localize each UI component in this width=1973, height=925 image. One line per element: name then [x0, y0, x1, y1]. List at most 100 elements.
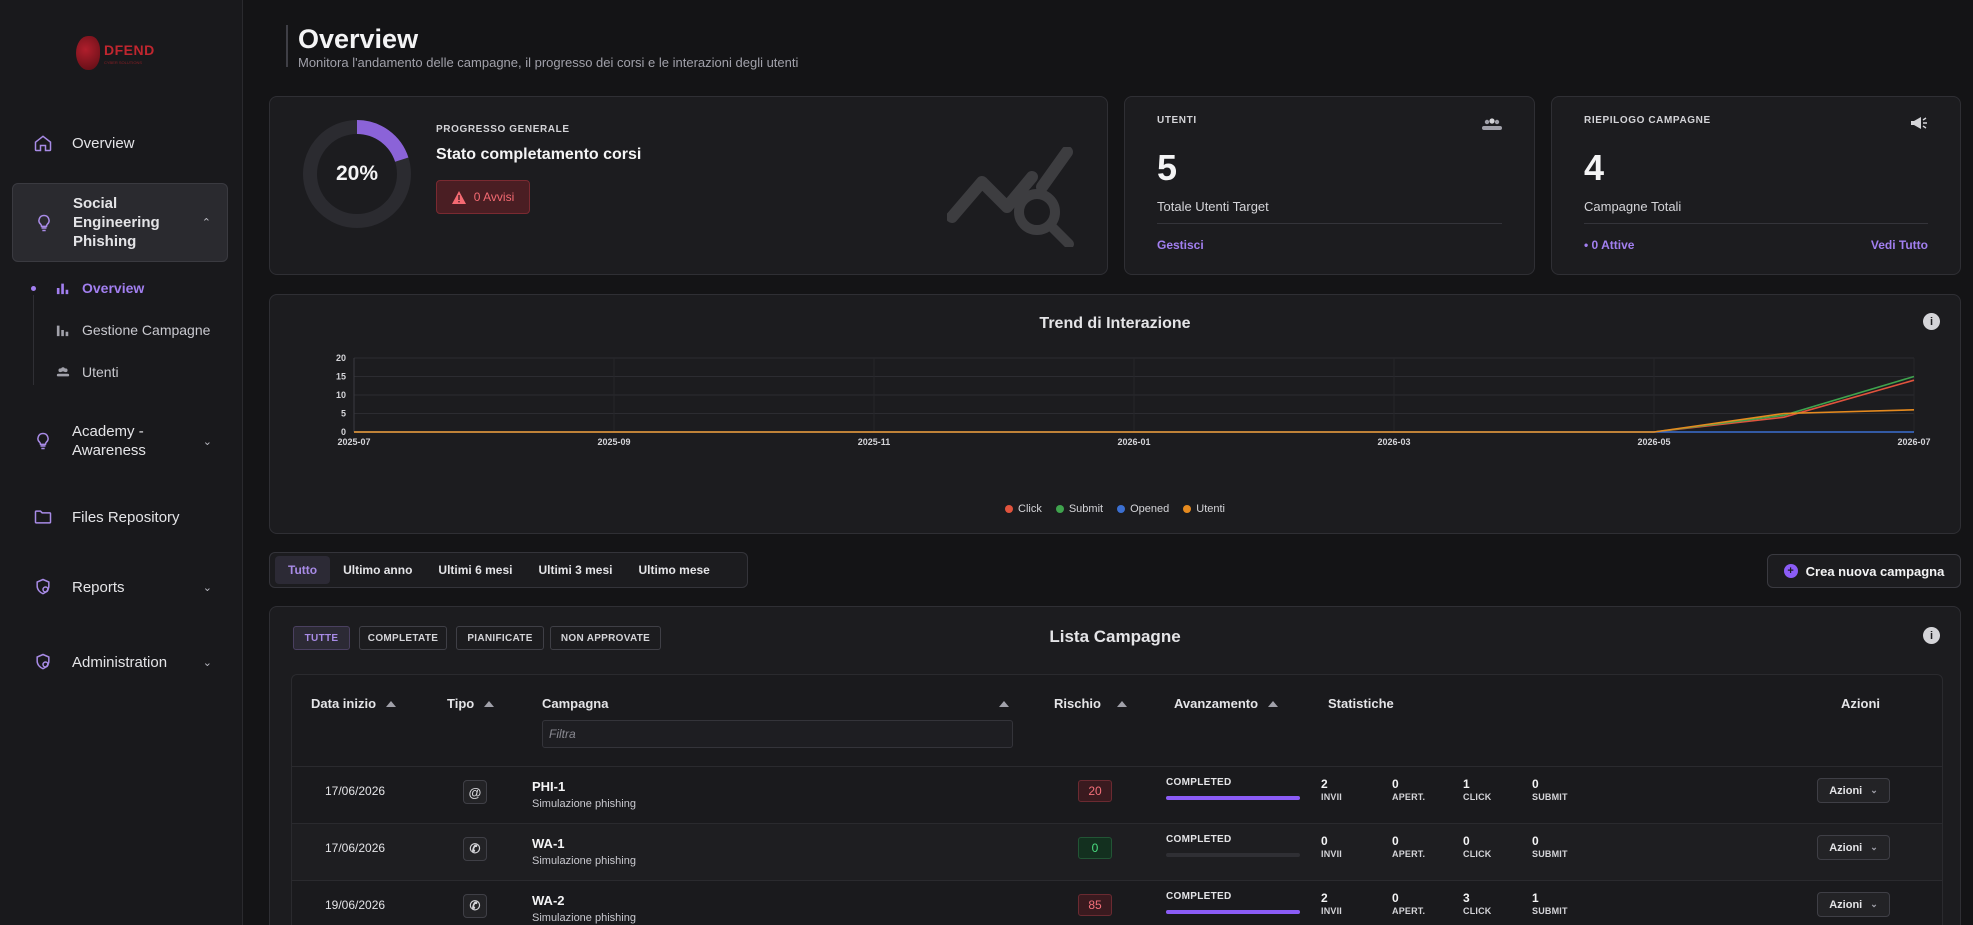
- chart-legend: Click Submit Opened Utenti: [270, 503, 1960, 515]
- progress-donut: [303, 120, 411, 228]
- sidebar-item-files-repository[interactable]: Files Repository: [12, 504, 228, 530]
- users-count: 5: [1157, 147, 1178, 188]
- stat-label: APERT.: [1392, 849, 1426, 859]
- stat-label: INVII: [1321, 906, 1343, 916]
- actions-dropdown[interactable]: Azioni ⌄: [1817, 892, 1890, 917]
- sidebar-item-social-engineering[interactable]: Social Engineering Phishing ⌃: [12, 183, 228, 262]
- create-campaign-button[interactable]: + Crea nuova campagna: [1767, 554, 1961, 588]
- active-campaigns-link[interactable]: • 0 Attive: [1584, 238, 1635, 252]
- bar-chart-icon: [56, 325, 69, 337]
- email-at-icon: @: [463, 780, 487, 804]
- progress-status: COMPLETED: [1166, 891, 1232, 902]
- submenu-guide-line: [33, 295, 34, 385]
- subitem-gestione-campagne[interactable]: Gestione Campagne: [56, 322, 210, 338]
- row-campaign[interactable]: WA-2 Simulazione phishing: [532, 893, 636, 924]
- row-campaign[interactable]: PHI-1 Simulazione phishing: [532, 779, 636, 810]
- table-row[interactable]: 17/06/2026 @ PHI-1 Simulazione phishing 20 CO…: [292, 766, 1942, 823]
- brand-logo[interactable]: DFEND CYBER SOLUTIONS: [76, 36, 155, 70]
- users-label: Totale Utenti Target: [1157, 199, 1269, 214]
- sidebar-item-label: Reports: [72, 578, 125, 596]
- progress-bar-fill: [1166, 910, 1300, 914]
- range-ultimi-3-mesi[interactable]: Ultimi 3 mesi: [538, 563, 613, 577]
- warnings-button[interactable]: 0 Avvisi: [436, 180, 530, 214]
- stat-value: 1: [1463, 777, 1470, 791]
- campaigns-count: 4: [1584, 147, 1605, 188]
- column-header-progress[interactable]: Avanzamento: [1174, 696, 1279, 711]
- folder-icon: [32, 506, 54, 528]
- column-label: Statistiche: [1328, 696, 1394, 711]
- create-campaign-label: Crea nuova campagna: [1805, 563, 1945, 579]
- users-icon: [56, 367, 70, 377]
- view-all-link[interactable]: Vedi Tutto: [1870, 238, 1928, 252]
- warnings-label: 0 Avvisi: [473, 190, 515, 204]
- campaign-subtitle: Simulazione phishing: [532, 912, 636, 924]
- progress-status: COMPLETED: [1166, 834, 1232, 845]
- range-tutto[interactable]: Tutto: [275, 556, 331, 584]
- column-header-type[interactable]: Tipo: [447, 696, 495, 711]
- legend-label: Submit: [1068, 503, 1104, 515]
- filter-completate[interactable]: COMPLETATE: [359, 626, 447, 650]
- row-stat: 1 CLICK: [1463, 777, 1492, 802]
- row-start-date: 17/06/2026: [325, 784, 386, 798]
- divider: [1584, 223, 1928, 224]
- legend-item-utenti[interactable]: Utenti: [1183, 503, 1225, 515]
- home-icon: [32, 132, 54, 154]
- info-icon[interactable]: i: [1923, 313, 1940, 330]
- lightbulb-icon: [32, 430, 54, 452]
- chevron-down-icon: ⌄: [1870, 842, 1878, 852]
- actions-dropdown[interactable]: Azioni ⌄: [1817, 835, 1890, 860]
- sort-asc-icon[interactable]: [999, 701, 1009, 707]
- sidebar-item-overview[interactable]: Overview: [12, 130, 228, 156]
- actions-dropdown[interactable]: Azioni ⌄: [1817, 778, 1890, 803]
- row-campaign[interactable]: WA-1 Simulazione phishing: [532, 836, 636, 867]
- sidebar-item-administration[interactable]: Administration ⌄: [12, 649, 228, 675]
- stat-label: APERT.: [1392, 906, 1426, 916]
- chevron-down-icon[interactable]: ⌄: [202, 435, 212, 448]
- row-stat: 0 SUBMIT: [1532, 834, 1568, 859]
- sidebar-item-academy[interactable]: Academy - Awareness ⌄: [12, 421, 228, 461]
- page-title: Overview: [298, 24, 419, 54]
- campaign-filter-input[interactable]: [542, 720, 1013, 748]
- legend-item-submit[interactable]: Submit: [1055, 503, 1104, 515]
- divider: [1157, 223, 1502, 224]
- stat-value: 3: [1463, 891, 1470, 905]
- filter-non-approvate[interactable]: NON APPROVATE: [550, 626, 661, 650]
- subitem-utenti[interactable]: Utenti: [56, 364, 119, 380]
- filter-pianificate[interactable]: PIANIFICATE: [456, 626, 544, 650]
- range-ultimi-6-mesi[interactable]: Ultimi 6 mesi: [438, 563, 513, 577]
- subitem-overview[interactable]: Overview: [56, 280, 144, 296]
- row-start-date: 17/06/2026: [325, 841, 386, 855]
- logo-subtext: CYBER SOLUTIONS: [104, 59, 143, 65]
- legend-item-opened[interactable]: Opened: [1117, 503, 1169, 515]
- filter-tutte[interactable]: TUTTE: [293, 626, 350, 650]
- plus-circle-icon: +: [1783, 564, 1798, 578]
- stat-label: SUBMIT: [1532, 906, 1568, 916]
- legend-item-click[interactable]: Click: [1005, 503, 1042, 515]
- users-eyebrow: UTENTI: [1157, 115, 1197, 126]
- range-ultimo-anno[interactable]: Ultimo anno: [343, 563, 413, 577]
- column-header-risk[interactable]: Rischio: [1054, 696, 1127, 711]
- table-row[interactable]: 17/06/2026 ✆ WA-1 Simulazione phishing 0 COMP…: [292, 823, 1942, 880]
- sort-asc-icon: [1268, 700, 1279, 707]
- subitem-label: Gestione Campagne: [82, 322, 211, 338]
- manage-users-link[interactable]: Gestisci: [1157, 238, 1204, 252]
- y-tick-label: 20: [336, 353, 346, 363]
- table-row[interactable]: 19/06/2026 ✆ WA-2 Simulazione phishing 85 COM…: [292, 880, 1942, 925]
- column-header-stats: Statistiche: [1328, 696, 1394, 711]
- sidebar-item-reports[interactable]: Reports ⌄: [12, 574, 228, 600]
- megaphone-icon: [1911, 117, 1927, 129]
- chevron-down-icon[interactable]: ⌄: [202, 656, 212, 669]
- row-stat: 1 SUBMIT: [1532, 891, 1568, 916]
- row-stat: 0 INVII: [1321, 834, 1342, 859]
- column-header-start-date[interactable]: Data inizio: [311, 696, 397, 711]
- stat-value: 0: [1321, 834, 1328, 848]
- chevron-down-icon[interactable]: ⌄: [202, 581, 212, 594]
- chevron-up-icon[interactable]: ⌃: [201, 217, 211, 229]
- y-tick-label: 0: [341, 427, 346, 437]
- chevron-down-icon: ⌄: [1870, 785, 1878, 795]
- range-ultimo-mese[interactable]: Ultimo mese: [638, 563, 710, 577]
- info-icon[interactable]: i: [1923, 627, 1940, 644]
- sidebar-item-label: Files Repository: [72, 508, 180, 526]
- column-header-campaign[interactable]: Campagna: [542, 696, 608, 711]
- sidebar: DFEND CYBER SOLUTIONS Overview Social En…: [0, 0, 243, 925]
